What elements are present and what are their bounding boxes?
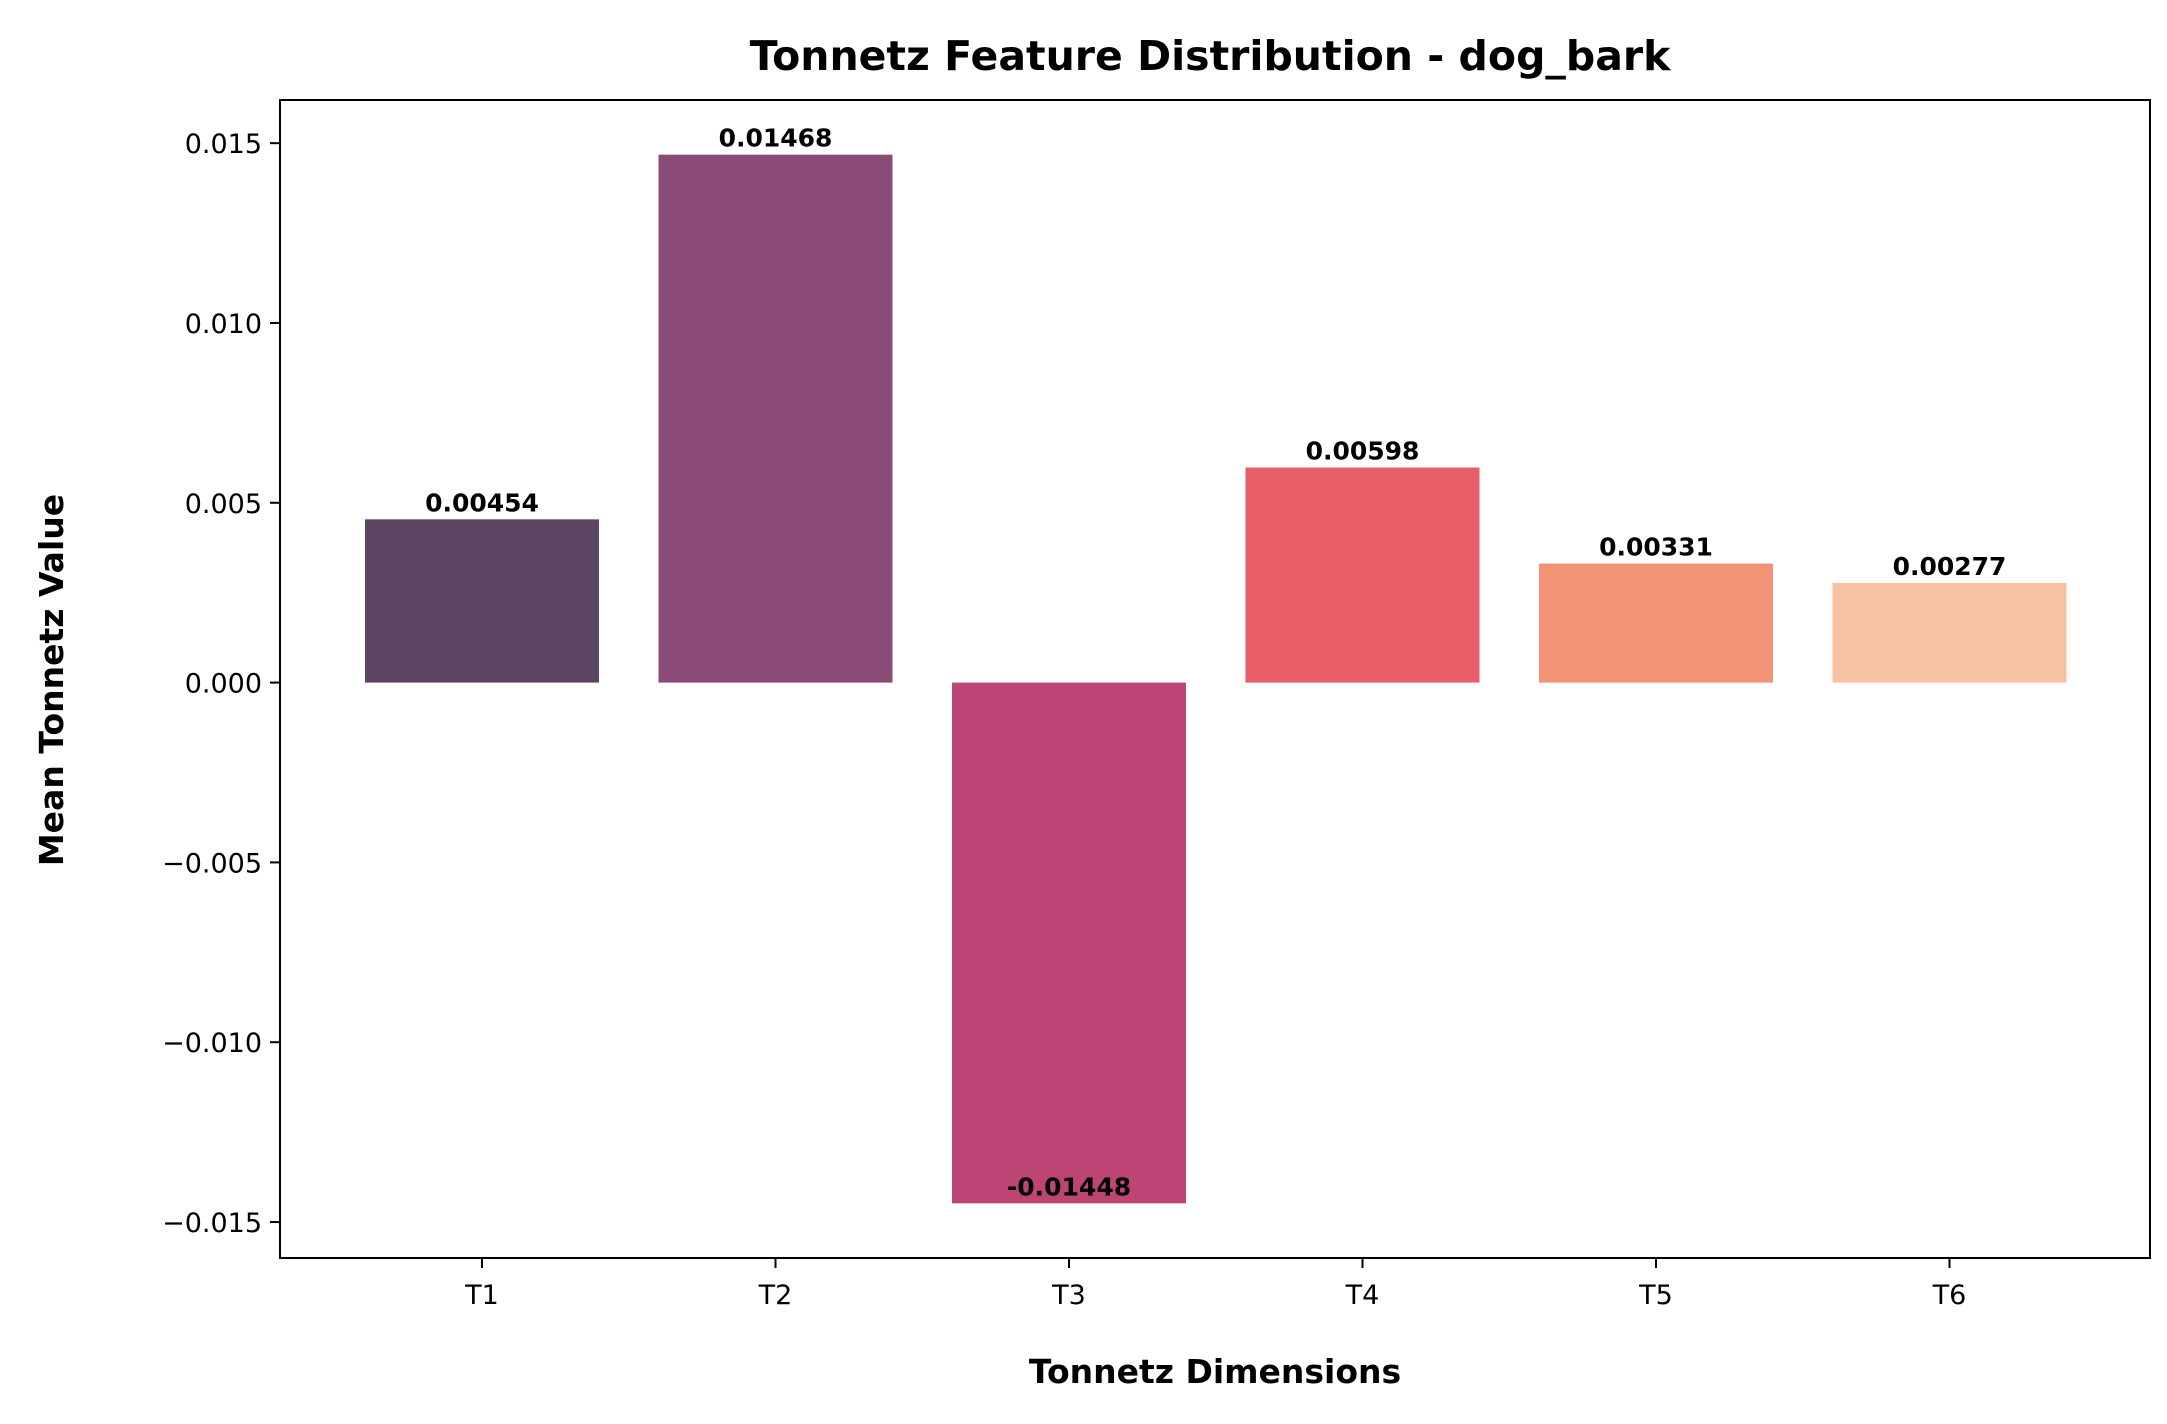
y-tick-label: 0.000	[185, 669, 262, 700]
y-tick-label: −0.015	[162, 1208, 262, 1239]
bar-t5	[1539, 563, 1773, 683]
chart-title: Tonnetz Feature Distribution - dog_bark	[750, 32, 1673, 80]
bar-t3	[952, 682, 1186, 1204]
bar-t2	[658, 154, 893, 683]
y-axis: −0.015 −0.010 −0.005 0.000 0.005 0.010 0.015	[162, 129, 280, 1239]
x-tick-label: T5	[1638, 1280, 1673, 1311]
x-axis-label: Tonnetz Dimensions	[1029, 1352, 1401, 1391]
data-labels-layer: 0.00454 0.01468 -0.01448 0.00598 0.00331 0.00…	[425, 124, 2006, 1202]
x-tick-label: T3	[1051, 1280, 1086, 1311]
x-tick-label: T4	[1345, 1280, 1380, 1311]
data-label-t5: 0.00331	[1599, 533, 1713, 562]
y-axis-label: Mean Tonnetz Value	[32, 494, 71, 866]
y-tick-label: 0.010	[185, 309, 262, 340]
data-label-t2: 0.01468	[719, 124, 833, 153]
x-tick-label: T2	[758, 1280, 793, 1311]
bar-t6	[1832, 582, 2067, 683]
x-tick-label: T6	[1932, 1280, 1967, 1311]
y-tick-label: −0.010	[162, 1028, 262, 1059]
y-tick-label: −0.005	[162, 848, 262, 879]
data-label-t4: 0.00598	[1306, 437, 1420, 466]
data-label-t6: 0.00277	[1893, 552, 2007, 581]
y-tick-label: 0.005	[185, 489, 262, 520]
x-axis: T1 T2 T3 T4 T5 T6	[464, 1258, 1966, 1311]
data-label-t3: -0.01448	[1007, 1172, 1131, 1201]
bar-t1	[365, 519, 599, 683]
plot-frame	[279, 99, 2151, 1259]
bars-layer	[365, 154, 2067, 1204]
y-tick-label: 0.015	[185, 129, 262, 160]
data-label-t1: 0.00454	[425, 488, 539, 517]
x-tick-label: T1	[464, 1280, 499, 1311]
bar-t4	[1245, 467, 1480, 683]
